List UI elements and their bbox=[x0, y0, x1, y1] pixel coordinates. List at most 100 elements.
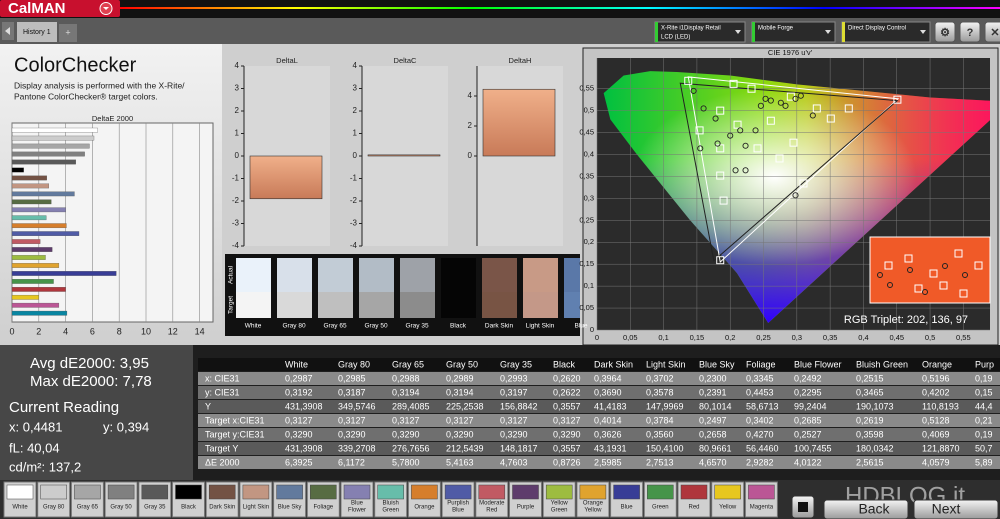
x-tick-label: 0,15 bbox=[690, 333, 705, 342]
measured-point bbox=[700, 105, 707, 112]
target-point bbox=[844, 104, 853, 113]
toolbar-button[interactable] bbox=[984, 21, 1000, 43]
history-tab[interactable] bbox=[17, 22, 57, 42]
table-cell: 0,3192 bbox=[285, 387, 313, 397]
stat-fl: fL: 40,04 bbox=[9, 440, 60, 455]
bar bbox=[11, 263, 60, 268]
measured-point bbox=[762, 95, 769, 102]
table-cell: 0,3402 bbox=[746, 415, 774, 425]
column-header: Blue Sky bbox=[699, 359, 735, 369]
dropdown-arrow bbox=[735, 30, 741, 34]
table-cell: 148,1817 bbox=[500, 443, 538, 453]
swatch-label: Gray 80 bbox=[43, 505, 65, 511]
patch-label: White bbox=[245, 323, 262, 330]
table-cell: 0,19 bbox=[975, 373, 993, 383]
target-point bbox=[812, 104, 821, 113]
y-tick-label: 0,55 bbox=[579, 84, 594, 93]
patch-label: Light Skin bbox=[526, 323, 555, 330]
swatch-label: White bbox=[12, 505, 28, 511]
swatch-label: Black bbox=[181, 505, 197, 511]
swatch-color bbox=[714, 484, 741, 500]
x-tick-label: 0,45 bbox=[889, 333, 904, 342]
table-cell: 0,3194 bbox=[446, 387, 474, 397]
table-cell: 6,1172 bbox=[338, 457, 365, 467]
y-tick-label: -4 bbox=[232, 241, 240, 250]
device-label: LCD (LED) bbox=[661, 35, 690, 41]
table-cell: 0,3127 bbox=[500, 415, 528, 425]
measured-point bbox=[777, 99, 784, 106]
target-patch bbox=[400, 292, 435, 318]
table-cell: 0,2492 bbox=[794, 373, 822, 383]
inset-circle bbox=[907, 267, 913, 273]
target-point bbox=[716, 256, 725, 265]
next-button[interactable] bbox=[913, 499, 999, 519]
y-tick-label: 0,15 bbox=[579, 259, 594, 268]
bar bbox=[11, 247, 53, 252]
table-cell: 56,4460 bbox=[746, 443, 779, 453]
swatch-label: Gray 35 bbox=[144, 505, 166, 511]
inset-square bbox=[914, 284, 923, 293]
menu-arrow bbox=[103, 7, 109, 10]
device-label: Direct Display Control bbox=[848, 26, 906, 32]
x-tick-label: 0,35 bbox=[823, 333, 838, 342]
back-button[interactable] bbox=[823, 499, 909, 519]
table-cell: 0,2620 bbox=[553, 373, 581, 383]
table-cell: 0,3557 bbox=[553, 443, 581, 453]
measured-point bbox=[732, 167, 739, 174]
rainbow-line bbox=[120, 7, 1000, 9]
actual-patch bbox=[523, 258, 558, 292]
column-header: Gray 80 bbox=[338, 359, 370, 369]
swatch-color bbox=[40, 484, 67, 500]
table-cell: 0,3690 bbox=[594, 387, 622, 397]
target-point bbox=[716, 106, 725, 115]
bar bbox=[11, 255, 46, 260]
panel-description: Display analysis is performed with the X… bbox=[14, 80, 185, 90]
x-tick-label: 10 bbox=[141, 326, 151, 336]
device-label: X-Rite i1Display Retail bbox=[661, 26, 721, 32]
target-point bbox=[766, 116, 775, 125]
measured-point bbox=[792, 192, 799, 199]
bar bbox=[11, 135, 95, 141]
y-tick-label: 0,2 bbox=[584, 237, 594, 246]
stop-icon bbox=[798, 502, 808, 512]
bar bbox=[482, 88, 556, 157]
table-cell: 0,3964 bbox=[594, 373, 622, 383]
table-cell: 43,1931 bbox=[594, 443, 627, 453]
table-cell: 0,2295 bbox=[794, 387, 822, 397]
toolbar-button[interactable] bbox=[934, 21, 956, 43]
table-cell: 349,5746 bbox=[338, 401, 376, 411]
swatch-label: Green bbox=[551, 508, 568, 514]
swatch-label: Moderate bbox=[479, 501, 505, 507]
status-stripe bbox=[752, 22, 755, 42]
patch-label: Blue bbox=[574, 323, 587, 330]
swatch-color bbox=[411, 484, 438, 500]
new-tab[interactable] bbox=[59, 24, 77, 42]
row-label: y: CIE31 bbox=[205, 387, 240, 397]
table-cell: 0,2497 bbox=[699, 415, 727, 425]
back-label: Back bbox=[858, 501, 890, 517]
logo-box[interactable] bbox=[0, 0, 120, 17]
stat-avg: Avg dE2000: 3,95 bbox=[30, 355, 149, 372]
table-cell: 80,9661 bbox=[699, 443, 732, 453]
table-cell: 0,3784 bbox=[646, 415, 674, 425]
stat-x: x: 0,4481 bbox=[9, 419, 63, 434]
y-tick-label: -2 bbox=[232, 196, 240, 205]
target-point bbox=[775, 154, 784, 163]
swatch-color bbox=[141, 484, 169, 500]
inset-square bbox=[954, 249, 963, 258]
table-cell: 150,4100 bbox=[646, 443, 684, 453]
toolbar-button[interactable] bbox=[959, 21, 981, 43]
x-tick-label: 0,55 bbox=[956, 333, 971, 342]
swatch-label: Orange bbox=[414, 505, 435, 511]
measured-point bbox=[727, 132, 734, 139]
column-header: Blue Flower bbox=[794, 359, 842, 369]
measured-point bbox=[792, 95, 799, 102]
table-cell: 2,7513 bbox=[646, 457, 674, 467]
column-header: Foliage bbox=[746, 359, 776, 369]
table-cell: 156,8842 bbox=[500, 401, 538, 411]
swatch-color bbox=[613, 484, 640, 500]
swatch-color bbox=[377, 484, 404, 500]
bar bbox=[11, 223, 67, 229]
y-tick-label: 3 bbox=[235, 84, 240, 93]
measured-point bbox=[737, 127, 744, 134]
